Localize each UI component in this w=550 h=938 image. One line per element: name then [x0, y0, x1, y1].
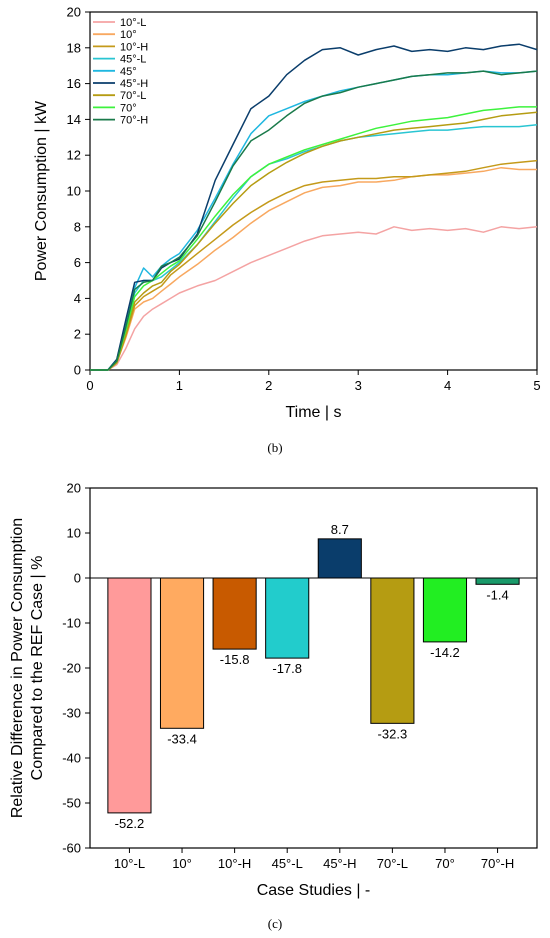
x-tick-label: 45°-L — [272, 856, 303, 871]
series-line — [90, 159, 538, 371]
y-tick-label: -30 — [62, 706, 81, 721]
data-label: -17.8 — [272, 661, 302, 676]
x-tick-label: 0 — [86, 378, 93, 393]
bar — [422, 577, 468, 643]
legend-label: 70° — [120, 102, 137, 114]
plot-frame — [89, 11, 538, 371]
y-tick-label: 8 — [74, 219, 81, 234]
legend-label: 10°-L — [120, 17, 146, 29]
x-tick-label: 70°-H — [481, 856, 514, 871]
x-tick-label: 4 — [444, 378, 451, 393]
y-tick-label: 6 — [74, 255, 81, 270]
series-line — [90, 166, 537, 371]
y-tick-label: 18 — [67, 40, 81, 55]
legend-label: 70°-L — [120, 90, 146, 102]
bar — [370, 577, 415, 724]
series-line — [90, 124, 538, 371]
plot-frame — [89, 487, 538, 849]
x-tick-label: 2 — [265, 378, 272, 393]
series-line — [90, 106, 537, 371]
y-tick-label: 10 — [67, 184, 81, 199]
line-chart-caption: (b) — [267, 440, 283, 455]
bar — [159, 577, 205, 729]
bar — [317, 538, 362, 579]
x-tick-label: 1 — [176, 378, 183, 393]
y-tick-label: -10 — [62, 616, 81, 631]
y-tick-label: 12 — [67, 148, 81, 163]
y-tick-label: 4 — [74, 291, 81, 306]
y-tick-label: 0 — [74, 363, 81, 378]
series-line — [90, 70, 538, 371]
y-tick-label: 16 — [67, 76, 81, 91]
x-axis-label: Case Studies | - — [257, 882, 371, 899]
y-tick-label: 20 — [67, 481, 81, 496]
bar — [475, 577, 520, 585]
data-label: -52.2 — [115, 816, 145, 831]
x-axis-label: Time | s — [285, 404, 341, 421]
data-label: -15.8 — [220, 652, 250, 667]
bar-chart-caption: (c) — [267, 916, 283, 931]
y-tick-label: 14 — [67, 112, 81, 127]
y-axis-label: Compared to the REF Case | % — [29, 556, 46, 781]
series-line — [90, 70, 538, 371]
x-tick-label: 45°-H — [323, 856, 356, 871]
y-axis-label: Relative Difference in Power Consumption — [9, 518, 26, 818]
x-tick-label: 70°-L — [377, 856, 408, 871]
y-tick-label: 2 — [74, 327, 81, 342]
legend-label: 10°-H — [120, 41, 148, 53]
data-label: -14.2 — [430, 645, 460, 660]
legend-label: 45° — [120, 66, 137, 78]
y-tick-label: -60 — [62, 841, 81, 856]
y-tick-label: 0 — [74, 571, 81, 586]
y-axis-label: Power Consumption | kW — [33, 100, 50, 281]
series-line — [90, 43, 538, 371]
data-label: -1.4 — [486, 587, 508, 602]
y-tick-label: -20 — [62, 661, 81, 676]
y-tick-label: -50 — [62, 796, 81, 811]
series-line — [90, 226, 538, 371]
x-tick-label: 10°-L — [114, 856, 145, 871]
legend-label: 45°-H — [120, 78, 148, 90]
y-tick-label: -40 — [62, 751, 81, 766]
bar — [107, 577, 152, 814]
x-tick-label: 10° — [172, 856, 192, 871]
series-line — [90, 111, 538, 371]
x-tick-label: 3 — [355, 378, 362, 393]
legend-label: 45°-L — [120, 54, 146, 66]
data-label: -32.3 — [378, 726, 408, 741]
x-tick-label: 5 — [533, 378, 540, 393]
data-label: -33.4 — [167, 731, 197, 746]
x-tick-label: 10°-H — [218, 856, 251, 871]
y-tick-label: 20 — [67, 5, 81, 20]
bar-chart: -60 -50 -40 -30 -20 -10 0 10 20 10°-L -52.2 10° -33.… — [9, 481, 538, 899]
y-tick-label: 10 — [67, 526, 81, 541]
legend-label: 10° — [120, 29, 137, 41]
bar — [212, 577, 257, 650]
legend-label: 70°-H — [120, 115, 148, 127]
bar — [265, 577, 310, 659]
x-tick-label: 70° — [435, 856, 455, 871]
data-label: 8.7 — [331, 522, 349, 537]
